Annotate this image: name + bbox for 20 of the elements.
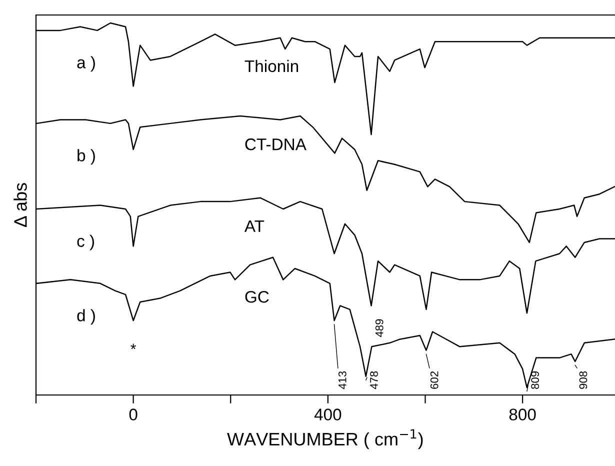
annotation: b ) [78, 149, 95, 165]
annotation: * [130, 344, 136, 350]
x-tick-label: 0 [129, 408, 138, 420]
series-label: Thionin [244, 60, 298, 72]
series-label: CT-DNA [245, 138, 306, 150]
series-label: AT [244, 220, 264, 232]
annotation: 809 [531, 371, 539, 389]
series-label: GC [245, 290, 269, 303]
annotation: d ) [77, 309, 95, 325]
annotation: a ) [77, 56, 95, 72]
x-tick-label: 400 [314, 408, 342, 420]
x-axis-title: WAVENUMBER ( cm$^{−1}$) [227, 429, 423, 450]
annotation: 489 [375, 319, 384, 338]
annotation: 478 [370, 371, 378, 390]
annotation: 413 [338, 371, 346, 390]
y-axis-title: Δ abs [14, 183, 27, 228]
annotation: c ) [77, 234, 94, 250]
annotation: 908 [579, 371, 588, 389]
x-tick-label: 800 [509, 408, 536, 420]
annotation: 602 [430, 371, 438, 389]
